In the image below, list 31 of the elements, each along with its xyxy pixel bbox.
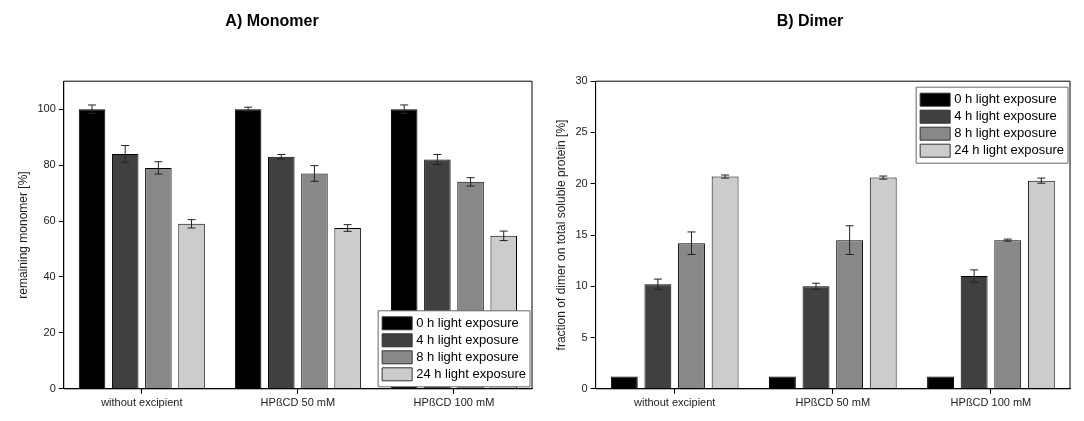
y-tick-label: 40 [43, 269, 56, 282]
legend-label: 24 h light exposure [954, 142, 1065, 158]
legend-label: 8 h light exposure [416, 348, 519, 364]
y-tick-label: 25 [575, 125, 588, 138]
x-tick-label: without excipient [633, 396, 716, 409]
legend-label: 0 h light exposure [416, 314, 519, 330]
y-tick-label: 5 [581, 330, 588, 343]
x-tick-label: HPßCD 50 mM [795, 396, 871, 409]
legend-label: 4 h light exposure [954, 108, 1057, 124]
legend-label: 4 h light exposure [416, 331, 519, 347]
x-tick-label: without excipient [100, 396, 183, 409]
y-tick-label: 0 [581, 381, 588, 394]
y-tick-label: 30 [575, 74, 588, 87]
x-tick-label: HPßCD 100 mM [950, 396, 1032, 409]
chart-title: B) Dimer [776, 12, 844, 30]
y-tick-label: 0 [49, 381, 56, 394]
y-tick-label: 100 [37, 102, 56, 115]
y-tick-label: 80 [43, 158, 56, 171]
y-tick-label: 20 [43, 325, 56, 338]
y-axis-title: remaining monomer [%] [15, 171, 30, 299]
y-axis-title: fraction of dimer on total soluble protein [%] [553, 119, 568, 351]
x-tick-label: HPßCD 50 mM [260, 396, 336, 409]
legend-label: 0 h light exposure [954, 91, 1057, 107]
y-tick-label: 60 [43, 214, 56, 227]
x-tick-label: HPßCD 100 mM [413, 396, 495, 409]
y-tick-label: 15 [575, 228, 588, 241]
y-tick-label: 20 [575, 176, 588, 189]
legend-label: 8 h light exposure [954, 125, 1057, 141]
y-tick-label: 10 [575, 279, 588, 292]
chart-title: A) Monomer [225, 12, 319, 30]
legend-label: 24 h light exposure [416, 365, 527, 381]
